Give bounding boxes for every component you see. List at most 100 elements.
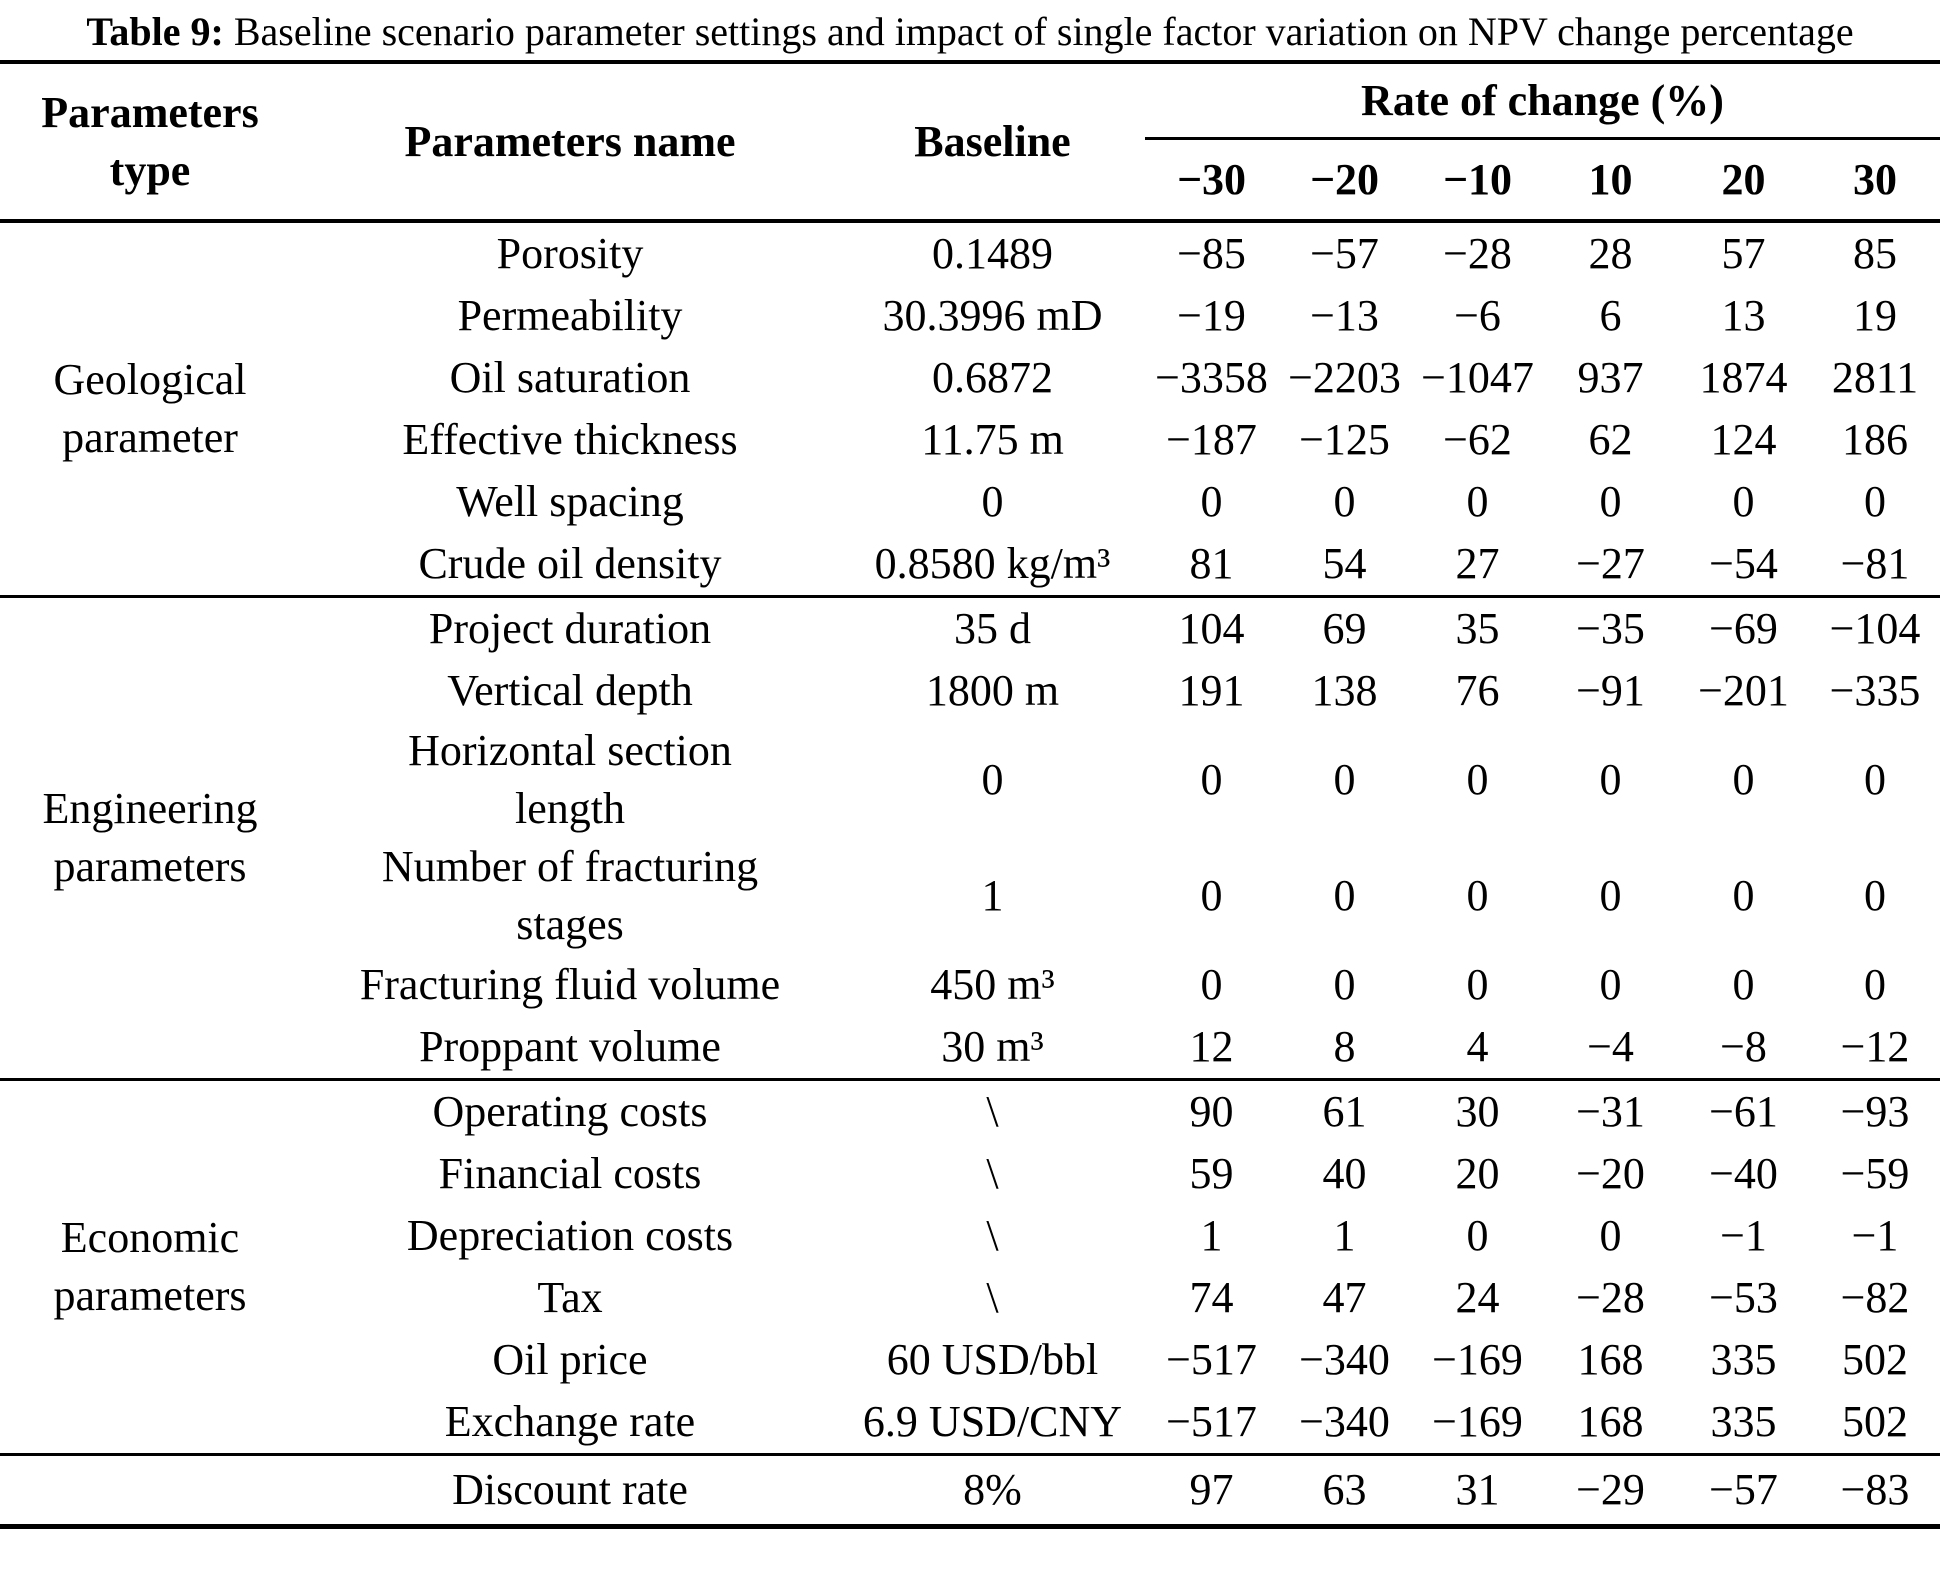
- table-caption-number: Table 9:: [86, 9, 224, 54]
- rate-value-cell: 1: [1333, 1211, 1356, 1260]
- header-row-rates: −30 −20 −10 10 20 30: [0, 138, 1940, 223]
- rate-value-cell: 502: [1842, 1335, 1908, 1384]
- rate-value-cell: 97: [1189, 1465, 1234, 1514]
- table-row: Discount rate 8% 97 63 31 −29 −57 −83: [0, 1455, 1940, 1527]
- parameter-name-cell: Oil saturation: [300, 347, 840, 409]
- parameter-name-label: Permeability: [457, 291, 683, 340]
- parameter-name-cell: Permeability: [300, 285, 840, 347]
- rate-value-cell: −59: [1840, 1149, 1910, 1198]
- parameter-name-label: Vertical depth: [447, 666, 693, 715]
- header-parameters-name: Parameters name: [300, 62, 840, 223]
- baseline-cell: 0.6872: [932, 353, 1053, 402]
- rate-value-cell: 104: [1178, 604, 1245, 653]
- parameter-name-label: Discount rate: [452, 1465, 688, 1514]
- parameter-name-cell: Vertical depth: [300, 660, 840, 722]
- rate-value-cell: 6: [1599, 291, 1622, 340]
- header-rate-minus-30: −30: [1145, 138, 1278, 223]
- rate-value-cell: 138: [1311, 666, 1378, 715]
- rate-value-cell: −517: [1166, 1335, 1257, 1384]
- rate-value-cell: 0: [1732, 477, 1755, 526]
- table-row: Engineering parameters Project duration 35…: [0, 596, 1940, 1081]
- baseline-cell: 0: [981, 755, 1004, 804]
- rate-value-cell: −69: [1709, 604, 1778, 653]
- parameter-type-cell: Engineering parameters: [0, 596, 300, 1081]
- rate-value-cell: −13: [1310, 291, 1379, 340]
- rate-value-cell: −335: [1829, 666, 1921, 715]
- parameter-name-label: Well spacing: [456, 477, 684, 526]
- rate-value-cell: −81: [1810, 533, 1940, 598]
- parameter-name-label: Exchange rate: [444, 1397, 696, 1446]
- table-row: Economic parameters Operating costs \ 90 61 3…: [0, 1079, 1940, 1456]
- rate-value-cell: 35: [1455, 604, 1500, 653]
- parameter-type-label: Geological parameter: [53, 355, 247, 462]
- rate-value-cell: −169: [1432, 1335, 1523, 1384]
- parameter-name-cell: Project duration: [300, 597, 840, 661]
- header-rate-minus-20: −20: [1278, 138, 1411, 223]
- rate-value-cell: 13: [1721, 291, 1766, 340]
- rate-value-cell: 1: [1200, 1211, 1223, 1260]
- rate-value-cell: −125: [1299, 415, 1390, 464]
- parameter-name-cell: Number of fracturing stages: [300, 838, 840, 954]
- parameter-name-label: Oil price: [492, 1335, 648, 1384]
- rate-value-cell: −57: [1709, 1465, 1778, 1514]
- baseline-cell: 0.1489: [932, 229, 1053, 278]
- parameters-table: Parameters type Parameters name Baseline…: [0, 60, 1940, 1529]
- rate-value-cell: 0: [1466, 1211, 1489, 1260]
- table-row: Depreciation costs \ 1 1 0 0 −1 −1: [0, 1205, 1940, 1267]
- parameter-name-label: Depreciation costs: [406, 1211, 734, 1260]
- table-row: Financial costs \ 59 40 20 −20 −40 −59: [0, 1143, 1940, 1205]
- rate-value-cell: 28: [1588, 229, 1633, 278]
- rate-value-cell: −27: [1544, 533, 1677, 598]
- rate-value-cell: −201: [1698, 666, 1789, 715]
- rate-value-cell: −187: [1166, 415, 1257, 464]
- table-row: Oil saturation 0.6872 −3358 −2203 −1047 937 18…: [0, 347, 1940, 409]
- rate-value-cell: 191: [1178, 666, 1245, 715]
- rate-value-cell: 0: [1466, 871, 1489, 920]
- header-rate-plus-30: 30: [1810, 138, 1940, 223]
- parameter-name-label: Effective thickness: [402, 415, 738, 464]
- rate-value-cell: 502: [1810, 1391, 1940, 1456]
- rate-value-cell: 0: [1466, 477, 1489, 526]
- rate-value-cell: −29: [1576, 1465, 1645, 1514]
- rate-value-cell: 0: [1200, 871, 1223, 920]
- table-row: Tax \ 74 47 24 −28 −53 −82: [0, 1267, 1940, 1329]
- parameter-type-label: Engineering parameters: [42, 784, 258, 891]
- parameter-name-cell: Exchange rate: [300, 1391, 840, 1456]
- rate-value-cell: 0: [1599, 1211, 1622, 1260]
- rate-value-cell: −8: [1677, 1016, 1810, 1081]
- rate-value-cell: −28: [1576, 1273, 1645, 1322]
- rate-value-cell: 2811: [1831, 353, 1919, 402]
- baseline-cell: 1800 m: [925, 666, 1060, 715]
- rate-value-cell: 61: [1322, 1087, 1367, 1136]
- rate-value-cell: −4: [1544, 1016, 1677, 1081]
- rate-value-cell: 31: [1455, 1465, 1500, 1514]
- parameter-type-cell: Economic parameters: [0, 1079, 300, 1456]
- rate-value-cell: 0: [1200, 755, 1223, 804]
- table-row: Fracturing fluid volume 450 m³ 0 0 0 0 0 0: [0, 954, 1940, 1016]
- rate-value-cell: 69: [1322, 604, 1367, 653]
- baseline-cell: 8%: [963, 1465, 1022, 1514]
- table-row: Oil price 60 USD/bbl −517 −340 −169 168 335 502: [0, 1329, 1940, 1391]
- rate-value-cell: −62: [1443, 415, 1512, 464]
- baseline-cell: 30 m³: [840, 1016, 1145, 1081]
- table-caption-text: Baseline scenario parameter settings and…: [233, 9, 1854, 54]
- parameter-name-cell: Proppant volume: [300, 1016, 840, 1081]
- parameter-type-cell: Geological parameter: [0, 221, 300, 598]
- rate-value-cell: −1: [1851, 1211, 1899, 1260]
- rate-value-cell: −19: [1177, 291, 1246, 340]
- rate-value-cell: 335: [1677, 1391, 1810, 1456]
- rate-value-cell: −1047: [1421, 353, 1534, 402]
- parameter-name-cell: Oil price: [300, 1329, 840, 1391]
- baseline-cell: \: [986, 1149, 999, 1198]
- rate-value-cell: 12: [1145, 1016, 1278, 1081]
- rate-value-cell: 0: [1599, 960, 1622, 1009]
- rate-value-cell: 0: [1732, 755, 1755, 804]
- parameter-name-label: Oil saturation: [449, 353, 691, 402]
- rate-value-cell: 8: [1278, 1016, 1411, 1081]
- rate-value-cell: 76: [1455, 666, 1500, 715]
- rate-value-cell: 24: [1455, 1273, 1500, 1322]
- parameter-name-cell: Horizontal section length: [300, 722, 840, 838]
- rate-value-cell: −28: [1443, 229, 1512, 278]
- baseline-cell: 30.3996 mD: [882, 291, 1103, 340]
- parameter-name-cell: Tax: [300, 1267, 840, 1329]
